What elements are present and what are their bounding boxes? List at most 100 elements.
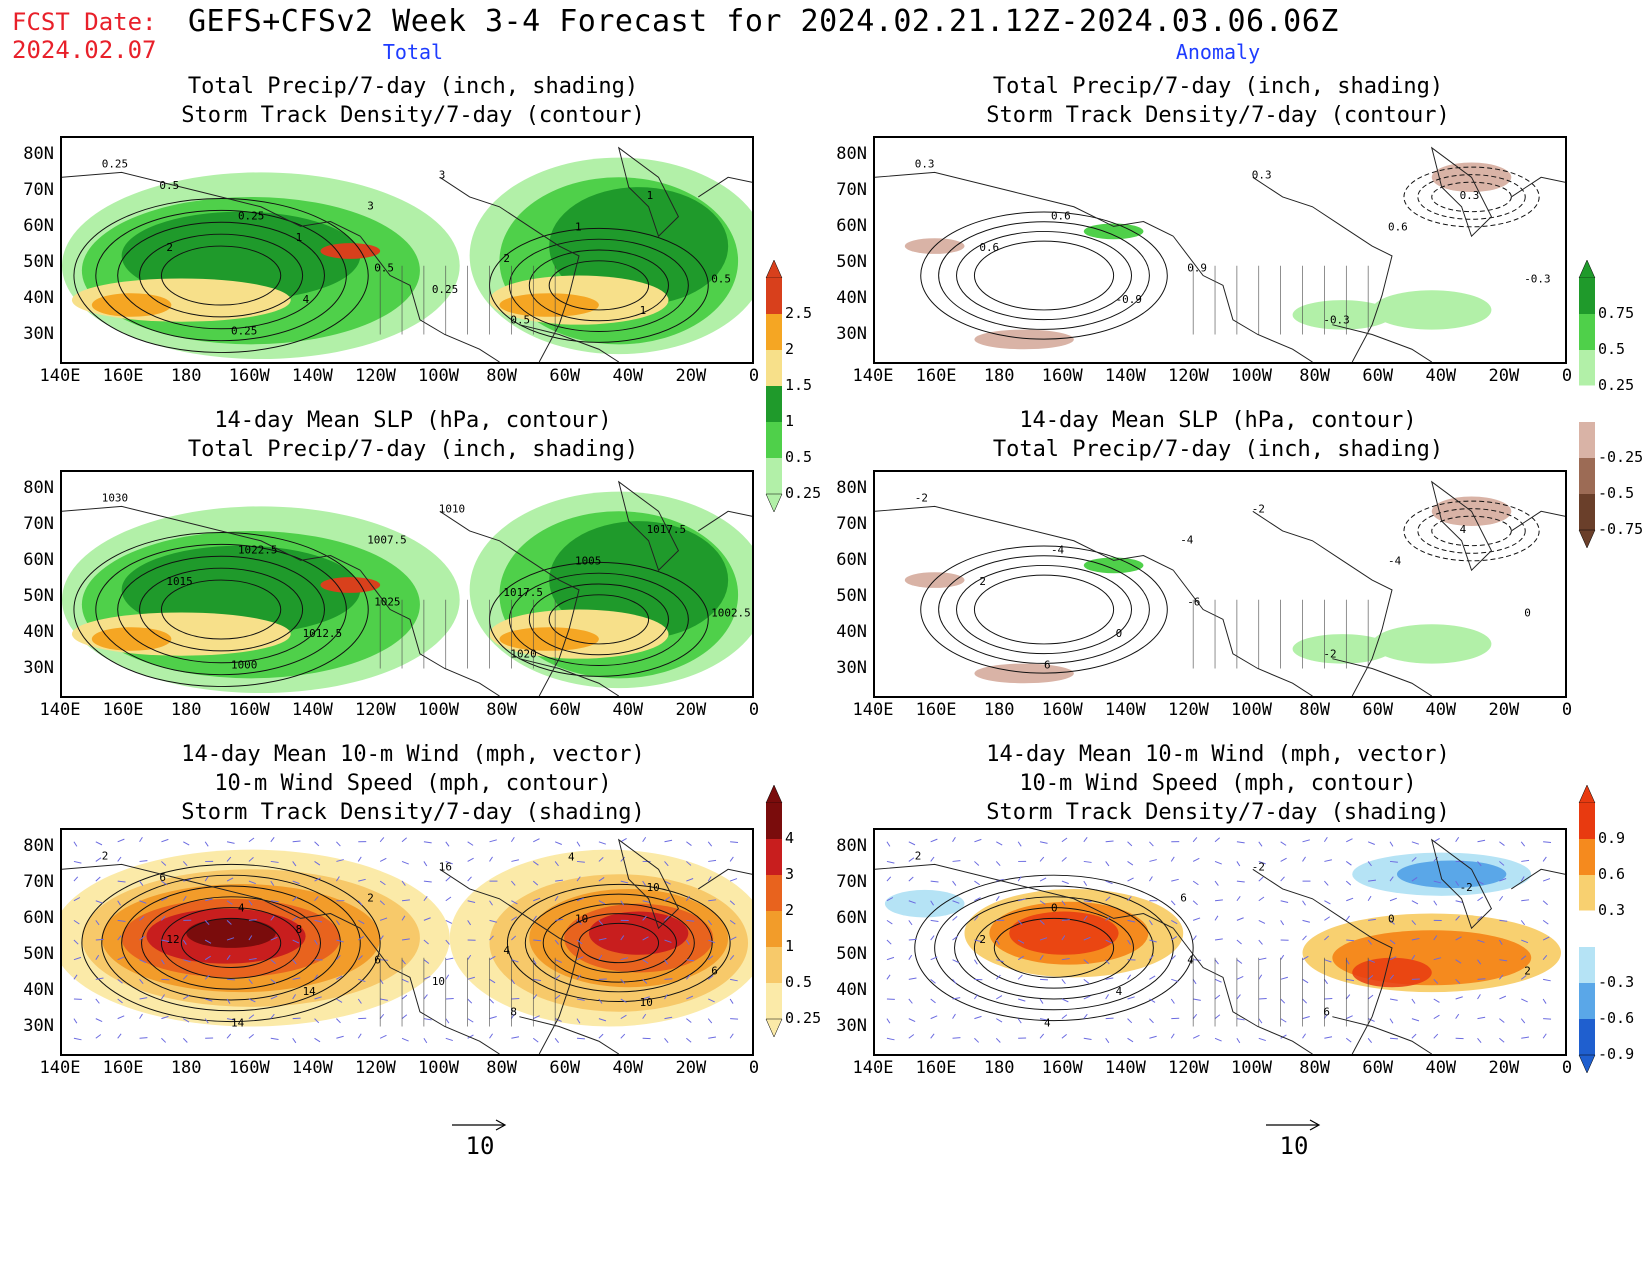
wind-vector [161,939,170,943]
wind-vector [1083,900,1092,903]
wind-vector [1040,978,1048,981]
wind-vector [357,955,363,961]
wind-vector [1302,1033,1307,1039]
lon-tick-label: 40W [612,366,644,386]
panel-5-title-line-2: 10-m Wind Speed (mph, contour) [214,771,612,796]
wind-vector [139,860,148,862]
wind-vector [707,841,713,847]
wind-vector [1192,917,1201,921]
wind-vector [510,836,515,843]
wind-vector [620,1033,626,1039]
wind-vector [379,857,387,862]
coastline [62,171,361,237]
wind-vector [379,935,384,941]
wind-vector [1017,939,1025,944]
colorbar-segment [766,875,782,911]
contour-label: -2 [1252,502,1265,515]
wind-vector [930,935,935,941]
wind-vector [1389,841,1394,847]
wind-vector [1302,998,1308,1004]
wind-vector [974,880,980,886]
wind-vector [664,880,671,885]
wind-vector [1083,1037,1092,1040]
wind-vector [1455,836,1460,843]
wind-vector [707,1018,713,1024]
wind-vector [357,856,362,862]
wind-vector [1214,938,1223,941]
wind-vector [1192,837,1198,843]
wind-vector [708,859,717,862]
contour-label: 0 [1116,627,1123,640]
wind-vector [554,841,562,845]
wind-vector [1389,876,1394,882]
wind-vector [1214,899,1223,902]
wind-vector [576,974,582,980]
wind-vector [598,877,605,882]
wind-vector [335,920,340,926]
wind-vector [1236,939,1242,945]
wind-vector [598,856,604,862]
lon-tick-label: 120W [1167,1058,1209,1078]
wind-vector [908,998,913,1004]
wind-vector [576,920,582,925]
lon-tick-label: 0 [1561,1058,1573,1078]
lon-tick-label: 20W [1488,1058,1520,1078]
lon-tick-label: 40W [612,700,644,720]
lon-tick-label: 20W [675,1058,707,1078]
wind-vector [1170,1033,1175,1039]
contour-label: 1 [575,220,582,233]
wind-vector [1477,994,1481,1000]
wind-vector [1039,877,1047,882]
wind-vector [1302,978,1309,984]
wind-vector [642,915,647,921]
coastline [1430,838,1493,930]
wind-vector [1477,880,1484,885]
coastline [359,235,500,362]
wind-vector [686,1018,692,1023]
colorbar-segment [1578,385,1596,423]
wind-vector [292,959,297,965]
lat-tick-label: 30N [23,1016,54,1036]
contour-label: -2 [1252,860,1265,873]
wind-vector [598,1033,604,1039]
panel-6-title-line-1: 14-day Mean 10-m Wind (mph, vector) [986,742,1450,767]
wind-vector [248,880,256,885]
wind-vector [598,841,607,845]
wind-vector [576,1037,585,1040]
wind-vector [1236,1038,1241,1044]
lon-tick-label: 160E [915,366,957,386]
wind-scale-arrow-p5 [450,1110,510,1138]
wind-vector [1280,857,1287,862]
wind-vector [1323,1013,1328,1019]
wind-vector [1542,998,1547,1004]
wind-vector [1039,954,1044,960]
lon-tick-label: 180 [170,700,202,720]
wind-vector [952,900,960,904]
lat-tick-label: 50N [836,586,867,606]
wind-vector [401,880,406,886]
colorbar-tick-label: 4 [785,829,795,847]
column-heading-anomaly: Anomaly [1175,40,1261,64]
wind-vector [974,1037,980,1043]
contour-label: 1002.5 [711,606,750,619]
wind-vector [930,956,938,961]
wind-vector [489,900,493,906]
wind-vector [908,954,913,960]
wind-vector [1345,994,1351,1000]
wind-vector [336,1035,344,1039]
storm-shade [186,918,276,948]
wind-vector [314,974,319,980]
wind-vector [1346,939,1355,942]
wind-vector [554,959,562,963]
wind-vector [620,900,625,906]
contour-label: 0 [1524,606,1531,619]
coastline [359,927,500,1054]
wind-vector [886,860,895,864]
wind-vector [161,994,165,1000]
wind-vector [1061,900,1066,906]
lon-tick-label: 20W [1488,700,1520,720]
wind-vector [908,876,914,882]
wind-vector [952,1013,956,1019]
lon-tick-label: 60W [549,366,581,386]
colorbar-tick-label: -0.75 [1598,520,1644,538]
